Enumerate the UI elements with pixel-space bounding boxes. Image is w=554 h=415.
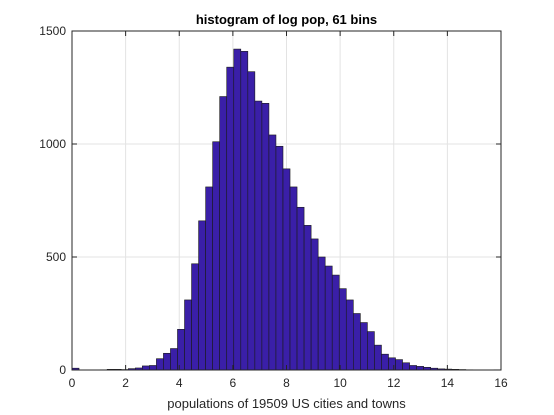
histogram-bar xyxy=(240,51,249,371)
histogram-bar xyxy=(289,186,298,371)
x-tick-label: 2 xyxy=(122,376,129,390)
histogram-bar xyxy=(303,225,312,371)
chart-title: histogram of log pop, 61 bins xyxy=(196,12,377,27)
x-axis-ticks: 0 2 4 6 8 10 12 14 16 xyxy=(69,31,508,390)
histogram-bar xyxy=(381,353,389,371)
histogram-bar xyxy=(296,206,305,371)
histogram-bar xyxy=(317,256,326,371)
histogram-bar xyxy=(212,141,220,371)
histogram-bar xyxy=(395,359,403,371)
histogram-bar xyxy=(142,365,150,371)
histogram-bar xyxy=(409,365,417,371)
y-axis-ticks: 0 500 1000 1500 xyxy=(39,24,501,377)
histogram-bar xyxy=(191,263,199,371)
histogram-bar xyxy=(360,322,368,371)
x-tick-label: 16 xyxy=(494,376,508,390)
histogram-bar xyxy=(416,366,424,371)
y-tick-label: 1500 xyxy=(39,24,66,38)
y-tick-label: 1000 xyxy=(39,137,66,151)
histogram-bar xyxy=(198,220,206,371)
histogram-bar xyxy=(233,48,242,371)
histogram-bar xyxy=(219,96,228,371)
x-tick-label: 10 xyxy=(333,376,347,390)
histogram-bar xyxy=(268,134,277,371)
histogram-bar xyxy=(177,329,185,371)
histogram-bar xyxy=(310,238,319,371)
histogram-bar xyxy=(275,145,284,371)
histogram-bar xyxy=(170,348,178,371)
x-tick-label: 12 xyxy=(387,376,401,390)
histogram-bar xyxy=(163,352,171,371)
histogram-bar xyxy=(247,71,256,371)
histogram-bar xyxy=(374,344,382,371)
histogram-bar xyxy=(388,357,396,371)
histogram-bar xyxy=(353,313,361,371)
histogram-bar xyxy=(205,186,213,371)
histogram-bar xyxy=(149,365,157,371)
x-tick-label: 8 xyxy=(283,376,290,390)
histogram-bar xyxy=(156,358,164,371)
histogram-bar xyxy=(402,362,410,371)
y-tick-label: 0 xyxy=(59,363,66,377)
histogram-bar xyxy=(282,168,291,371)
histogram-bar xyxy=(184,299,192,371)
histogram-bar xyxy=(226,66,235,371)
histogram-bar xyxy=(261,103,270,371)
x-tick-label: 4 xyxy=(176,376,183,390)
x-tick-label: 0 xyxy=(69,376,76,390)
histogram-bar xyxy=(324,265,333,371)
histogram-bar xyxy=(345,299,354,371)
histogram-bar xyxy=(367,331,375,371)
bars xyxy=(71,48,502,371)
x-axis-label: populations of 19509 US cities and towns xyxy=(167,396,406,411)
x-tick-label: 14 xyxy=(441,376,455,390)
histogram-bar xyxy=(338,288,347,371)
histogram-bar xyxy=(254,100,263,371)
histogram-bar xyxy=(331,274,340,371)
x-tick-label: 6 xyxy=(230,376,237,390)
y-tick-label: 500 xyxy=(46,250,66,264)
